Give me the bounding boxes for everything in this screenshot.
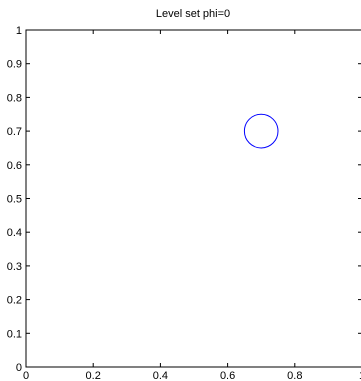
x-tick-label: 0.4 <box>153 370 168 381</box>
y-tick-label: 0.7 <box>7 126 22 138</box>
y-tick-label: 0.5 <box>7 194 22 206</box>
y-tick-label: 0.1 <box>7 328 22 340</box>
x-tick-label: 0.8 <box>287 370 302 381</box>
x-tick-label: 0.6 <box>220 370 235 381</box>
x-axis-tick-labels: 0 0.2 0.4 0.6 0.8 1 <box>23 370 361 381</box>
y-axis-tick-labels: 0 0.1 0.2 0.3 0.4 0.5 0.6 0.7 0.8 0.9 1 <box>7 25 22 374</box>
level-set-contour <box>243 113 279 149</box>
y-tick-label: 0.6 <box>7 160 22 172</box>
y-tick-label: 0.3 <box>7 261 22 273</box>
x-tick-label: 0 <box>23 370 29 381</box>
chart-title: Level set phi=0 <box>156 8 230 20</box>
y-tick-label: 1 <box>16 25 22 37</box>
plot-area <box>25 29 361 368</box>
axis-ticks <box>25 29 361 368</box>
y-tick-label: 0.4 <box>7 227 22 239</box>
y-tick-label: 0.9 <box>7 59 22 71</box>
y-tick-label: 0.8 <box>7 92 22 104</box>
x-tick-label: 1 <box>359 370 361 381</box>
y-tick-label: 0 <box>16 362 22 374</box>
y-tick-label: 0.2 <box>7 295 22 307</box>
x-tick-label: 0.2 <box>86 370 101 381</box>
contour-series <box>243 113 279 149</box>
